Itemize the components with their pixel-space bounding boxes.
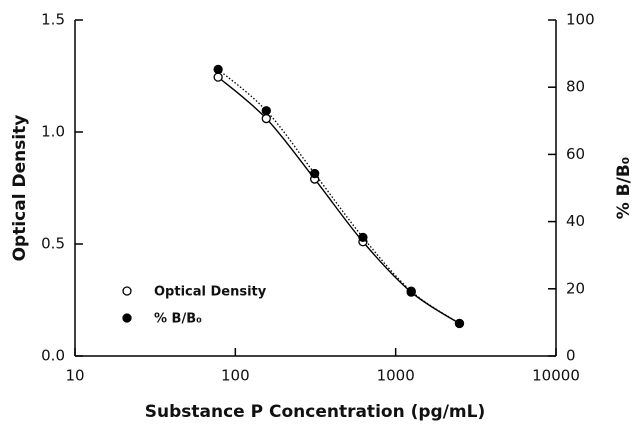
y-axis-title: Optical Density bbox=[10, 115, 30, 262]
legend-label: Optical Density bbox=[154, 285, 267, 300]
y2-tick-label: 80 bbox=[566, 78, 585, 96]
y-tick-label: 1.5 bbox=[41, 11, 65, 29]
y2-axis-title: % B/B₀ bbox=[614, 157, 634, 220]
point bbox=[406, 286, 416, 296]
y-tick-label: 1.0 bbox=[41, 123, 65, 141]
x-tick-label: 10 bbox=[65, 367, 84, 385]
point bbox=[261, 113, 271, 124]
fit-curve bbox=[217, 68, 460, 324]
point bbox=[358, 232, 368, 243]
y2-tick-label: 20 bbox=[566, 279, 585, 297]
point bbox=[213, 64, 223, 75]
point bbox=[454, 318, 465, 329]
x-tick-label: 100 bbox=[221, 367, 250, 385]
y2-tick-label: 60 bbox=[566, 145, 585, 163]
point bbox=[310, 168, 320, 179]
x-axis-title: Substance P Concentration (pg/mL) bbox=[145, 402, 485, 422]
point bbox=[261, 106, 271, 116]
legend-marker bbox=[122, 313, 132, 323]
x-tick-label: 1000 bbox=[377, 367, 415, 385]
x-tick-label: 10000 bbox=[532, 367, 580, 385]
y-tick-label: 0.5 bbox=[41, 235, 65, 253]
point bbox=[213, 72, 223, 82]
legend-marker bbox=[122, 286, 132, 296]
y2-tick-label: 0 bbox=[566, 347, 576, 365]
y-tick-label: 0.0 bbox=[41, 347, 65, 365]
y2-tick-label: 100 bbox=[566, 11, 595, 29]
y2-tick-label: 40 bbox=[566, 212, 585, 230]
legend-label: % B/B₀ bbox=[154, 312, 202, 327]
